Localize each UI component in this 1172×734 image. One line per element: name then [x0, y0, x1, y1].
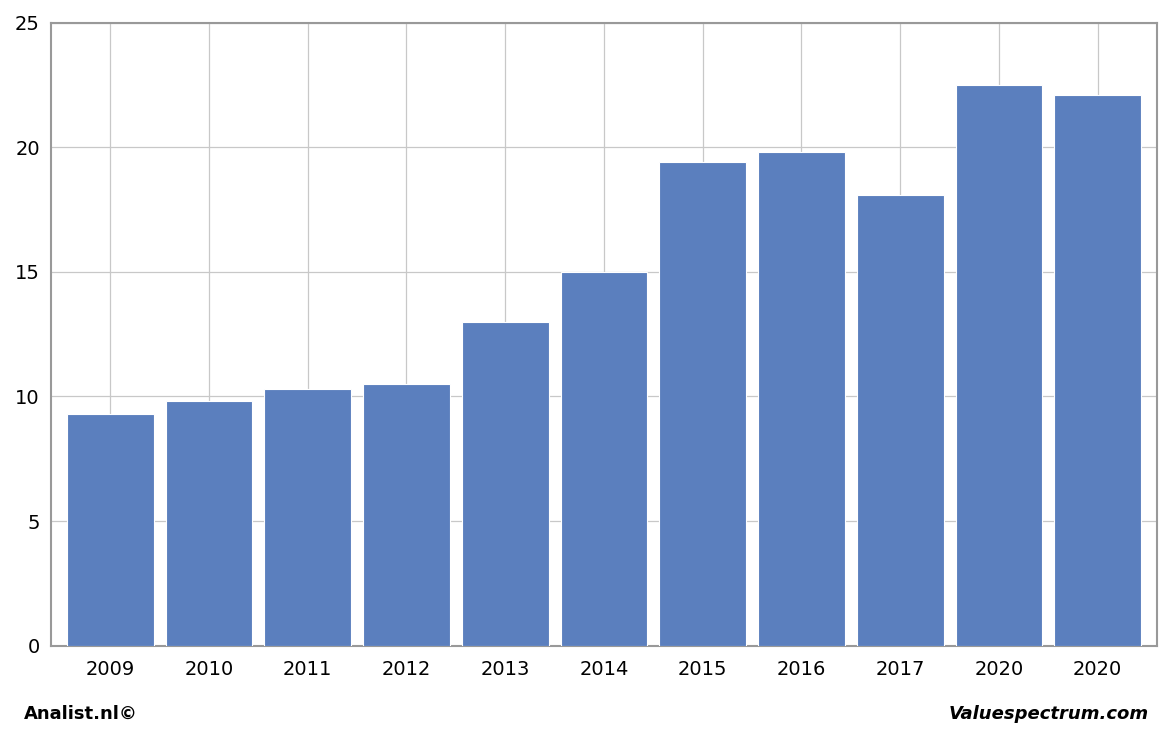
Bar	[67, 414, 154, 646]
Bar	[955, 85, 1042, 646]
Text: Analist.nl©: Analist.nl©	[23, 705, 137, 723]
Text: Valuespectrum.com: Valuespectrum.com	[948, 705, 1149, 723]
Bar	[560, 272, 647, 646]
Bar	[857, 195, 943, 646]
Bar	[660, 162, 747, 646]
Bar	[165, 401, 252, 646]
Bar	[758, 152, 845, 646]
Bar	[1055, 95, 1142, 646]
Bar	[265, 389, 352, 646]
Bar	[363, 384, 450, 646]
Bar	[462, 321, 548, 646]
